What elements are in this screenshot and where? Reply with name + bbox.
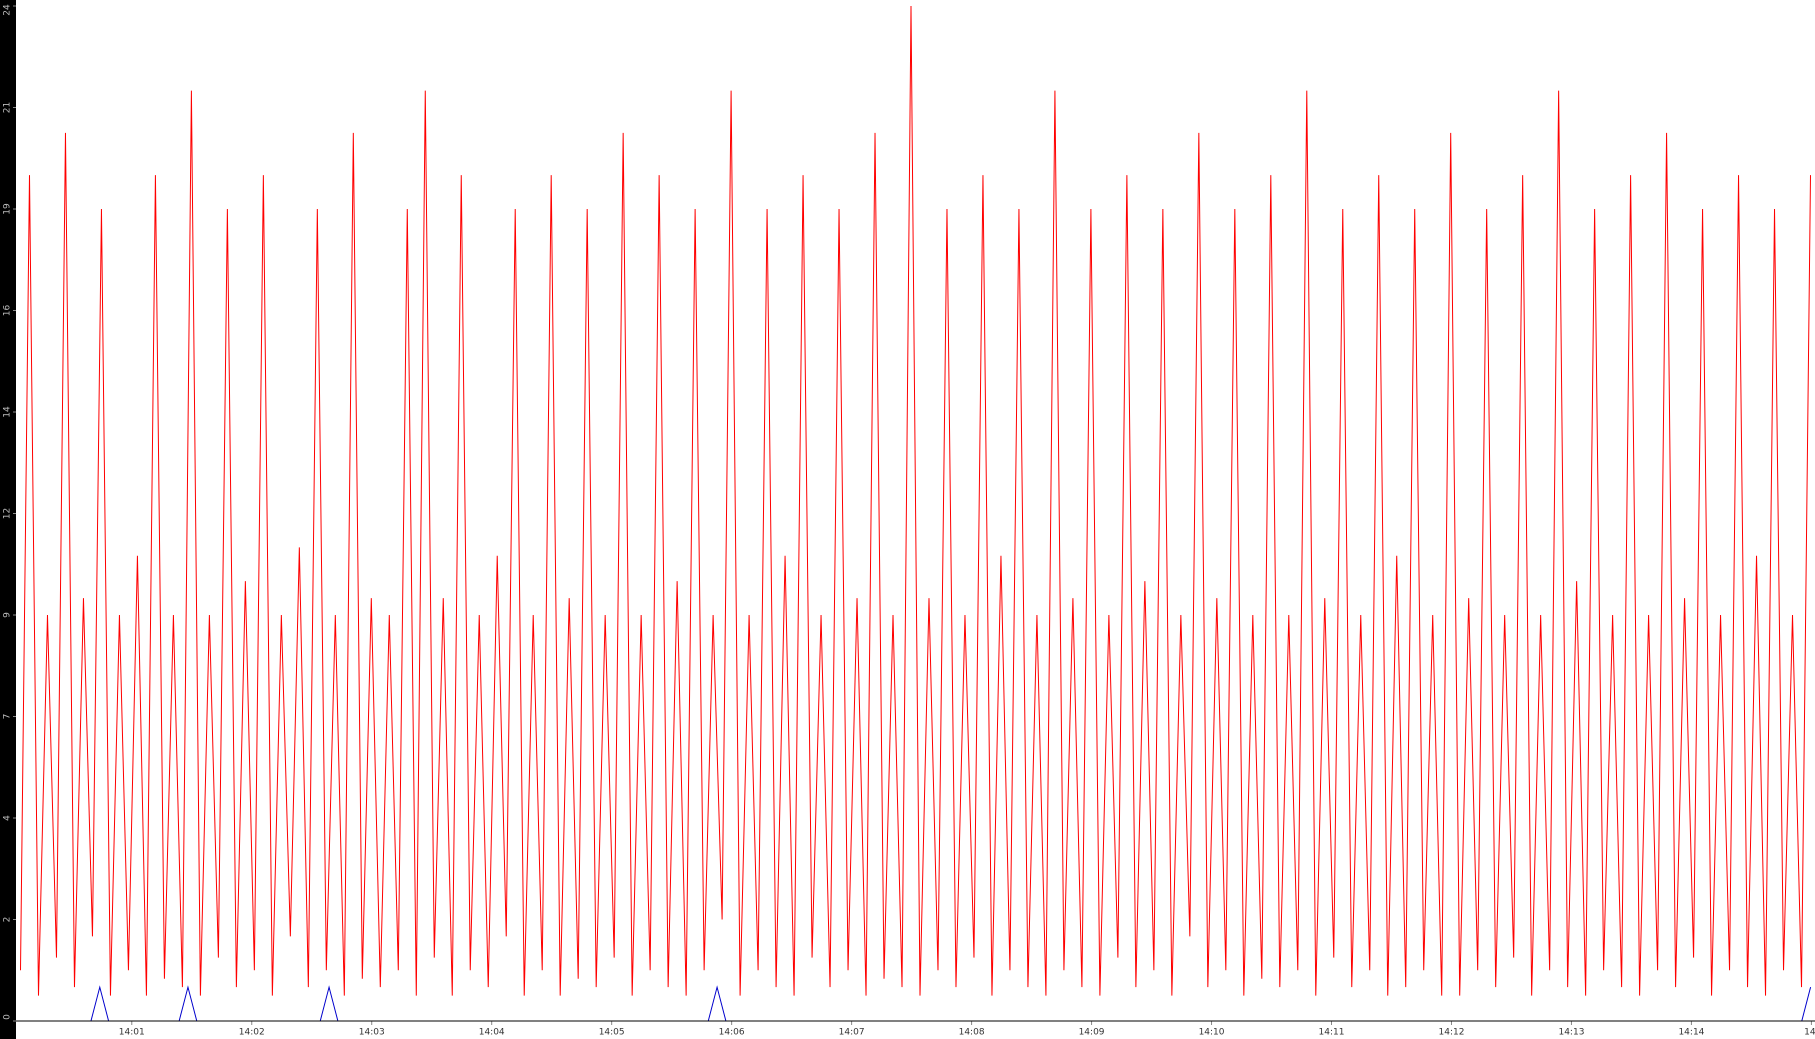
y-axis-strip [0, 0, 16, 1039]
y-tick-label: 12 [3, 508, 13, 519]
x-tick-label: 14:05 [599, 1028, 625, 1038]
x-tick-label: 14:11 [1319, 1028, 1345, 1038]
x-tick-label: 14:08 [959, 1028, 985, 1038]
y-tick-label: 21 [3, 102, 13, 113]
x-tick-label: 14:07 [839, 1028, 865, 1038]
y-tick-label: 4 [3, 815, 13, 821]
x-tick-label: 14:09 [1079, 1028, 1105, 1038]
y-tick-label: 2 [3, 917, 13, 923]
y-tick-label: 0 [3, 1014, 13, 1020]
x-tick-label: 14:03 [359, 1028, 385, 1038]
line-series [20, 5, 1811, 996]
x-tick-label: 14:14 [1678, 1028, 1704, 1038]
y-tick-label: 9 [3, 612, 13, 618]
x-tick-label: 14:13 [1558, 1028, 1584, 1038]
y-tick-label: 24 [3, 4, 13, 16]
x-tick-label: 14:06 [719, 1028, 745, 1038]
x-tick-label: 14:04 [479, 1028, 505, 1038]
y-tick-label: 16 [3, 305, 13, 317]
x-tick-label: 14:10 [1199, 1028, 1225, 1038]
y-tick-label: 14 [3, 406, 13, 418]
x-tick-label: 14:02 [239, 1028, 265, 1038]
y-tick-label: 19 [3, 203, 13, 215]
x-tick-label: 14: [1804, 1028, 1815, 1038]
x-tick-label: 14:12 [1439, 1028, 1465, 1038]
y-tick-label: 7 [3, 714, 13, 720]
x-tick-label: 14:01 [119, 1028, 145, 1038]
